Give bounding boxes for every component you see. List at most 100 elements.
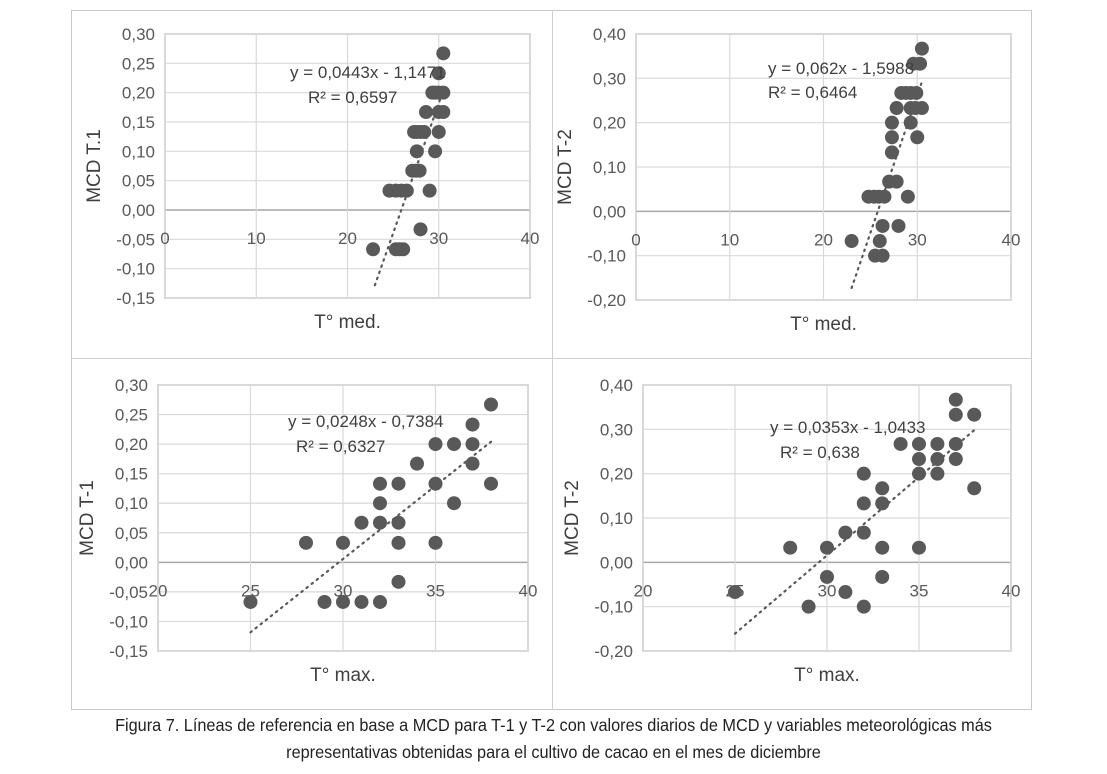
trendline-r2: R² = 0,638 [780, 443, 860, 462]
data-point [948, 452, 963, 467]
data-point [872, 234, 887, 249]
data-point [930, 466, 945, 481]
data-point [299, 535, 313, 550]
trendline-equation: y = 0,0443x - 1,1471 [290, 63, 445, 82]
y-tick-label: 0,15 [115, 465, 148, 484]
y-tick-label: -0,05 [116, 230, 155, 249]
x-tick-label: 40 [519, 581, 538, 600]
caption-line-2: representativas obtenidas para el cultiv… [286, 742, 821, 762]
data-point [465, 456, 480, 471]
data-point [391, 574, 406, 589]
data-point [948, 392, 963, 407]
y-tick-label: 0,20 [122, 84, 155, 103]
data-point [391, 535, 406, 550]
y-tick-label: 0,00 [122, 201, 155, 220]
x-tick-label: 20 [814, 230, 833, 249]
data-point [436, 105, 451, 120]
data-point [912, 540, 926, 555]
y-tick-label: -0,15 [116, 289, 155, 308]
data-point [889, 101, 904, 116]
figure-caption: Figura 7. Líneas de referencia en base a… [39, 712, 1069, 766]
y-tick-label: -0,20 [587, 291, 626, 310]
x-tick-label: 20 [338, 229, 357, 248]
data-point [417, 124, 432, 139]
panel-divider-horizontal [71, 358, 1032, 359]
data-point [889, 174, 904, 189]
figure-frame [71, 10, 1032, 710]
y-tick-label: -0,10 [116, 260, 155, 279]
data-point [336, 535, 350, 550]
data-point [838, 525, 853, 540]
data-point [903, 115, 918, 130]
x-tick-label: 30 [818, 581, 837, 600]
data-point [399, 183, 414, 198]
x-tick-label: 40 [1002, 230, 1021, 249]
data-point [431, 66, 446, 81]
trendline-r2: R² = 0,6597 [308, 88, 397, 107]
data-point [447, 437, 461, 452]
data-point [875, 540, 890, 555]
x-tick-label: 0 [631, 230, 640, 249]
x-axis-title: T° max. [310, 665, 376, 686]
x-axis-title: T° max. [794, 665, 860, 686]
data-point [783, 540, 798, 555]
y-tick-label: 0,00 [600, 553, 633, 572]
x-tick-label: 30 [334, 581, 353, 600]
data-point [354, 515, 369, 530]
data-point [912, 436, 926, 451]
y-tick-label: 0,30 [600, 420, 633, 439]
data-point [728, 585, 742, 600]
data-point [373, 476, 387, 491]
data-point [243, 594, 258, 609]
x-tick-label: 30 [429, 229, 448, 248]
data-point [844, 234, 859, 249]
y-axis-title: MCD T-2 [562, 480, 583, 556]
y-tick-label: 0,20 [115, 435, 148, 454]
y-tick-label: 0,25 [122, 54, 155, 73]
data-point [838, 585, 853, 600]
data-point [422, 183, 437, 198]
x-tick-label: 35 [910, 581, 929, 600]
data-point [410, 456, 424, 471]
y-tick-label: 0,30 [122, 25, 155, 44]
data-point [354, 594, 369, 609]
x-tick-label: 25 [241, 581, 260, 600]
y-tick-label: 0,20 [600, 465, 633, 484]
data-point [884, 115, 899, 130]
x-axis-title: T° med. [314, 312, 381, 333]
data-point [875, 569, 890, 584]
trendline-r2: R² = 0,6327 [296, 437, 385, 456]
y-tick-label: 0,30 [115, 376, 148, 395]
x-tick-label: 10 [720, 230, 739, 249]
data-point [373, 496, 387, 511]
data-point [875, 218, 890, 233]
trendline-equation: y = 0,0353x - 1,0433 [770, 418, 925, 437]
x-tick-label: 35 [426, 581, 445, 600]
x-axis-title: T° med. [790, 314, 857, 335]
y-tick-label: 0,00 [115, 553, 148, 572]
trendline-equation: y = 0,062x - 1,5988 [768, 59, 914, 78]
data-point [412, 163, 427, 178]
data-point [336, 594, 350, 609]
data-point [428, 144, 443, 159]
data-point [436, 46, 451, 61]
data-point [877, 189, 892, 204]
y-axis-title: MCD T-1 [77, 480, 98, 556]
data-point [447, 496, 461, 511]
data-point [317, 594, 332, 609]
data-point [396, 242, 411, 257]
x-tick-label: 20 [149, 581, 168, 600]
data-point [884, 130, 899, 145]
data-point [436, 85, 451, 100]
data-point [856, 466, 871, 481]
data-point [891, 218, 906, 233]
data-point [875, 496, 890, 511]
y-tick-label: 0,05 [115, 524, 148, 543]
data-point [391, 476, 406, 491]
y-tick-label: -0,10 [594, 598, 633, 617]
data-point [856, 599, 871, 614]
panel-divider-vertical [552, 10, 553, 710]
